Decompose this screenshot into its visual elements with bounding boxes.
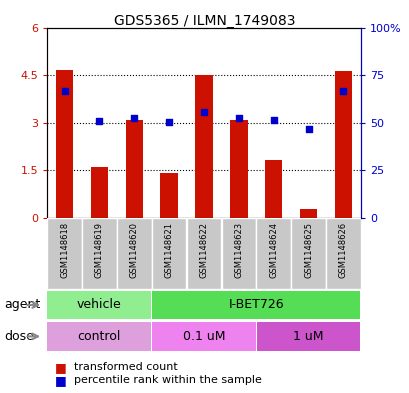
Bar xyxy=(82,218,117,289)
Point xyxy=(305,126,311,132)
Point xyxy=(270,116,276,123)
Bar xyxy=(264,160,282,218)
Bar xyxy=(334,72,351,218)
Point xyxy=(131,115,137,121)
Text: GSM1148625: GSM1148625 xyxy=(303,222,312,277)
Text: percentile rank within the sample: percentile rank within the sample xyxy=(74,375,261,386)
Text: ■: ■ xyxy=(55,374,67,387)
Bar xyxy=(325,218,360,289)
Bar xyxy=(47,291,151,319)
Text: I-BET726: I-BET726 xyxy=(228,298,283,312)
Bar xyxy=(117,218,151,289)
Bar xyxy=(152,322,255,351)
Text: GSM1148619: GSM1148619 xyxy=(95,222,103,277)
Bar xyxy=(47,218,82,289)
Bar xyxy=(47,322,151,351)
Text: ■: ■ xyxy=(55,361,67,374)
Text: dose: dose xyxy=(4,330,34,343)
Bar xyxy=(195,75,212,218)
Bar xyxy=(186,218,221,289)
Text: GSM1148623: GSM1148623 xyxy=(234,222,243,278)
Point xyxy=(235,115,242,121)
Point xyxy=(166,119,172,125)
Point xyxy=(339,88,346,94)
Text: agent: agent xyxy=(4,298,40,312)
Text: GDS5365 / ILMN_1749083: GDS5365 / ILMN_1749083 xyxy=(114,14,295,28)
Bar xyxy=(90,167,108,218)
Bar xyxy=(56,70,73,218)
Bar xyxy=(229,120,247,218)
Text: GSM1148620: GSM1148620 xyxy=(130,222,138,277)
Bar xyxy=(151,218,186,289)
Bar xyxy=(160,173,178,218)
Bar xyxy=(152,291,360,319)
Text: GSM1148622: GSM1148622 xyxy=(199,222,208,277)
Text: 1 uM: 1 uM xyxy=(292,330,323,343)
Text: GSM1148626: GSM1148626 xyxy=(338,222,347,278)
Text: GSM1148621: GSM1148621 xyxy=(164,222,173,277)
Text: transformed count: transformed count xyxy=(74,362,177,373)
Text: 0.1 uM: 0.1 uM xyxy=(182,330,225,343)
Bar xyxy=(221,218,256,289)
Bar xyxy=(256,322,360,351)
Bar xyxy=(299,209,317,218)
Point xyxy=(96,118,103,124)
Text: control: control xyxy=(78,330,121,343)
Point xyxy=(200,108,207,115)
Point xyxy=(61,88,68,94)
Text: vehicle: vehicle xyxy=(77,298,121,312)
Bar xyxy=(290,218,325,289)
Bar xyxy=(125,120,143,218)
Text: GSM1148618: GSM1148618 xyxy=(60,222,69,278)
Text: GSM1148624: GSM1148624 xyxy=(269,222,277,277)
Bar xyxy=(256,218,290,289)
